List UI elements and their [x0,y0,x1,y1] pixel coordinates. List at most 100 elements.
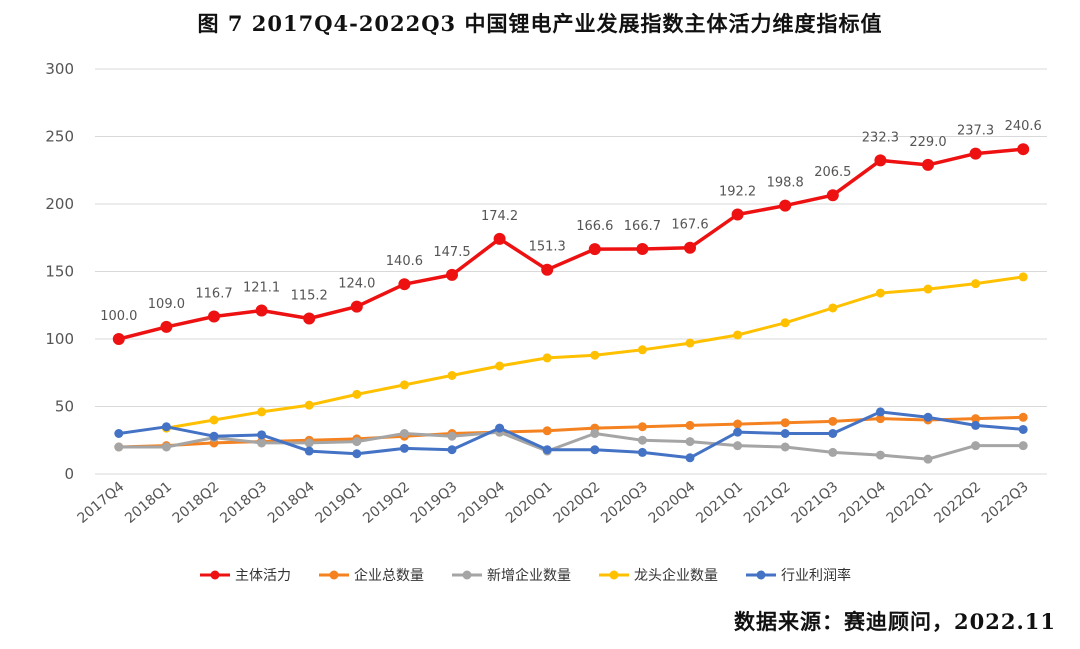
data-point [542,426,552,436]
data-point [590,445,600,455]
x-tick-label: 2019Q4 [455,479,508,527]
series-line [118,415,1024,449]
data-point [590,350,600,360]
data-point [1018,424,1028,434]
data-label: 116.7 [195,286,232,301]
data-point [257,407,267,417]
data-point [828,447,838,457]
legend-item-4: 龙头企业数量 [599,567,718,584]
data-label: 167.6 [671,218,708,233]
series-5 [114,407,1028,463]
y-tick-label: 150 [45,263,74,281]
data-point [875,288,885,298]
x-tick-label: 2019Q3 [408,479,461,527]
y-tick-label: 100 [45,330,74,348]
data-point [446,268,458,281]
data-point [398,278,411,291]
data-point [255,304,268,317]
data-point [588,243,601,256]
data-point [733,441,743,451]
x-tick-label: 2019Q2 [360,479,413,527]
data-point [495,361,505,371]
data-point [780,418,790,428]
data-point [542,353,552,363]
data-point [828,416,838,426]
data-point [304,400,314,410]
data-label: 166.6 [576,219,613,234]
data-point [685,338,695,348]
legend-item-1: 主体活力 [200,568,291,584]
x-tick-label: 2021Q4 [836,479,889,527]
legend-marker [329,570,339,580]
y-tick-label: 300 [45,60,74,78]
x-tick-label: 2020Q4 [646,479,699,527]
data-point [447,445,457,455]
data-point [636,242,649,255]
data-point [352,437,362,447]
data-point [826,189,839,202]
y-tick-label: 0 [64,465,74,483]
y-tick-label: 250 [45,128,74,146]
data-point [447,370,457,380]
legend-marker [462,570,472,580]
data-label: 140.6 [386,254,423,269]
data-label: 147.5 [433,245,470,260]
data-point [733,419,743,429]
data-point [114,429,124,438]
series-line [118,410,1024,460]
data-point [969,147,982,160]
data-point [971,279,981,289]
data-label: 198.8 [767,176,804,191]
x-tick-label: 2022Q3 [979,479,1032,527]
data-point [541,263,554,276]
series-line [118,430,1024,461]
data-point [685,453,695,463]
x-tick-label: 2019Q1 [313,479,366,527]
y-tick-label: 200 [45,195,74,213]
legend-item-2: 企业总数量 [319,567,424,584]
legend: 主体活力 企业总数量 新增企业数量 龙头企业数量 行业利润率 [200,567,851,584]
data-point [209,431,219,441]
data-label: 232.3 [862,130,899,145]
data-point [112,333,125,345]
data-point [733,330,743,340]
data-point [399,429,409,438]
data-point [160,320,173,333]
data-label: 206.5 [814,165,851,180]
x-tick-label: 2018Q4 [265,479,318,527]
series-line [118,147,1024,341]
x-tick-label: 2021Q1 [693,479,746,527]
data-point [874,154,887,167]
data-point [971,441,981,451]
data-point [350,300,363,313]
legend-item-5: 行业利润率 [746,567,851,584]
series-3 [114,427,1028,464]
legend-item-3: 新增企业数量 [452,567,571,584]
data-point [495,423,505,433]
data-point [828,303,838,313]
series-1 [112,143,1030,345]
x-tick-label: 2020Q3 [598,479,651,527]
x-tick-label: 2018Q2 [170,479,223,527]
data-label: 166.7 [624,219,661,234]
data-point [780,442,790,452]
data-label: 124.0 [338,277,375,292]
legend-label: 新增企业数量 [487,567,571,584]
data-point [1018,272,1028,282]
x-tick-label: 2021Q3 [789,479,842,527]
data-point [257,438,267,448]
data-label: 237.3 [957,124,994,139]
y-tick-label: 50 [55,398,74,416]
data-point [637,345,647,355]
data-point [685,437,695,447]
data-point [208,310,220,323]
series-lines [112,143,1030,464]
data-point [257,430,267,440]
data-point [923,284,933,294]
data-label: 100.0 [100,309,137,324]
data-point [304,438,314,448]
x-tick-label: 2020Q1 [503,479,556,527]
y-axis-ticks: 0 50 100 150 200 250 300 [45,60,74,483]
source-note: 数据来源：赛迪顾问，2022.11 [734,609,1056,634]
